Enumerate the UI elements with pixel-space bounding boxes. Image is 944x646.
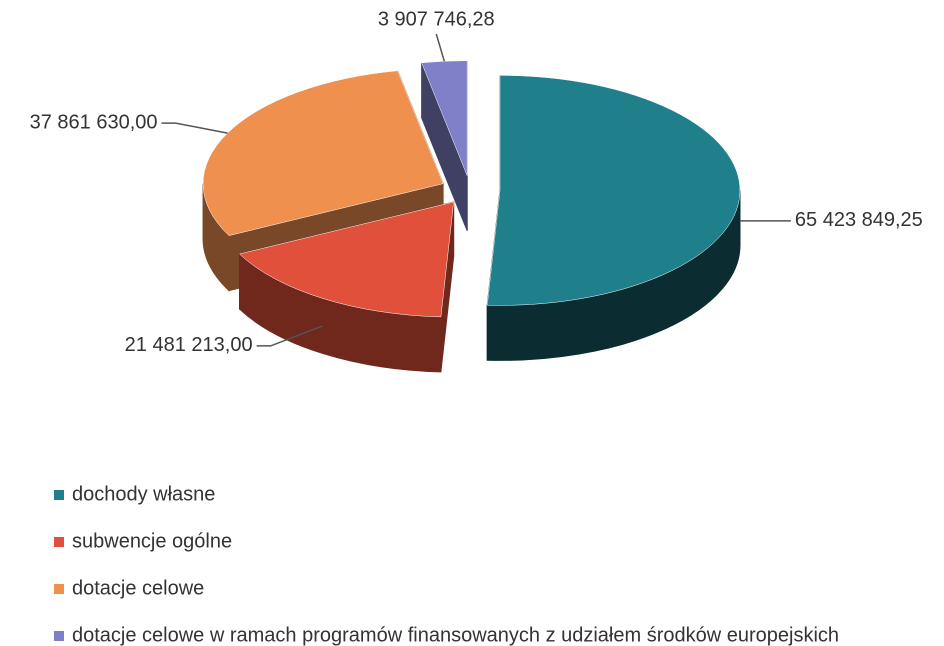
legend-label: subwencje ogólne <box>72 530 232 552</box>
legend-swatch <box>54 490 64 500</box>
leader-line <box>161 122 228 134</box>
legend-swatch <box>54 584 64 594</box>
data-label: 3 907 746,28 <box>378 8 495 30</box>
data-label: 37 861 630,00 <box>30 111 158 133</box>
leader-line <box>256 325 323 347</box>
data-label: 65 423 849,25 <box>795 209 923 231</box>
legend-label: dotacje celowe <box>72 577 204 599</box>
slice <box>421 60 468 176</box>
legend-label: dochody własne <box>72 483 215 505</box>
legend-label: dotacje celowe w ramach programów finans… <box>72 624 839 646</box>
slice <box>202 70 444 236</box>
slice <box>239 201 454 318</box>
legend-swatch <box>54 631 64 641</box>
data-label: 21 481 213,00 <box>125 334 253 356</box>
leader-line <box>435 33 445 62</box>
slice <box>486 75 741 306</box>
legend-swatch <box>54 537 64 547</box>
